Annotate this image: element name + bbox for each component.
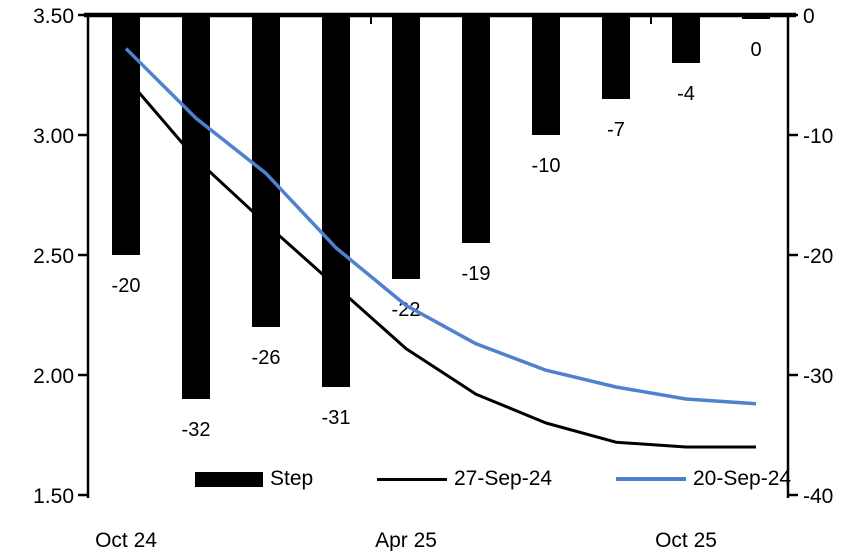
bar-data-label: -4 <box>677 83 695 105</box>
right-axis-tick-label: -10 <box>803 125 833 148</box>
x-axis-label: Oct 24 <box>95 529 157 551</box>
bar-step-0 <box>112 15 140 255</box>
right-axis-tick-label: 0 <box>803 5 815 28</box>
bar-step-5 <box>462 15 490 243</box>
bar-data-label: -10 <box>532 155 561 177</box>
x-axis-label: Oct 25 <box>655 529 717 551</box>
bar-step-7 <box>602 15 630 99</box>
right-axis-tick-label: -20 <box>803 245 833 268</box>
bar-data-label: -32 <box>182 419 211 441</box>
right-axis-tick-label: -40 <box>803 485 833 508</box>
bar-step-8 <box>672 15 700 63</box>
bar-data-label: -7 <box>607 119 625 141</box>
right-axis-tick-label: -30 <box>803 365 833 388</box>
left-axis-tick-label: 3.50 <box>33 5 74 28</box>
left-axis-tick-label: 1.50 <box>33 485 74 508</box>
left-axis-tick-label: 3.00 <box>33 125 74 148</box>
bar-data-label: -26 <box>252 347 281 369</box>
bar-data-label: -20 <box>112 275 141 297</box>
bar-step-4 <box>392 15 420 279</box>
bar-step-6 <box>532 15 560 135</box>
bar-data-label: -22 <box>392 299 421 321</box>
bar-step-1 <box>182 15 210 399</box>
line-27-sep-24 <box>124 76 756 449</box>
bar-step-3 <box>322 15 350 387</box>
left-axis-tick-label: 2.50 <box>33 245 74 268</box>
bar-step-2 <box>252 15 280 327</box>
line-20-sep-24 <box>124 47 757 406</box>
bar-data-label: 0 <box>750 39 761 61</box>
left-axis-tick-label: 2.00 <box>33 365 74 388</box>
x-axis-label: Apr 25 <box>375 529 437 551</box>
bar-data-label: -31 <box>322 407 351 429</box>
bar-data-label: -19 <box>462 263 491 285</box>
